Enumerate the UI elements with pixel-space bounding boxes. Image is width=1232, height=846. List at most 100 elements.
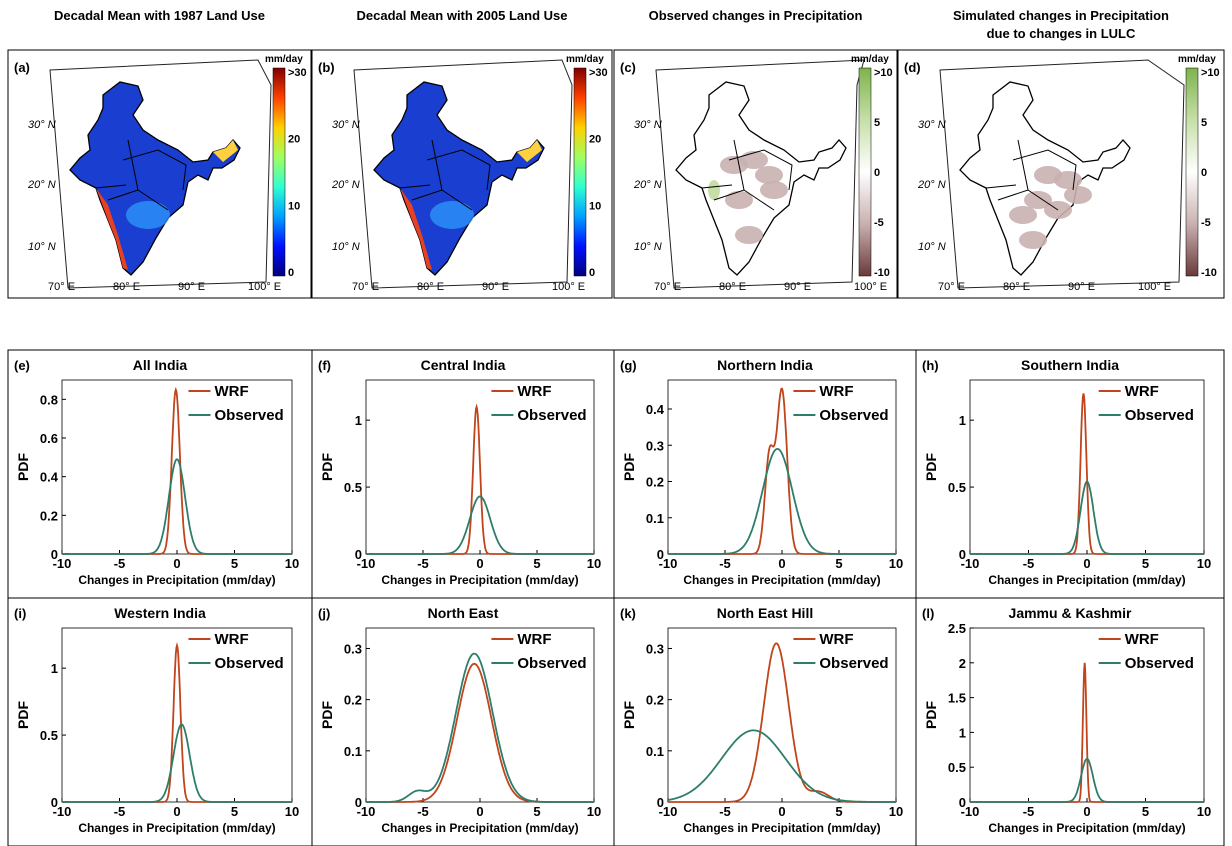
region-boundary <box>733 139 745 191</box>
legend-label: Observed <box>1125 655 1194 672</box>
x-tick-label: 10 <box>1197 804 1211 819</box>
lat-label: 20° N <box>917 179 946 191</box>
y-axis-label: PDF <box>621 701 637 729</box>
colorbar-tick: -10 <box>874 267 890 279</box>
region-boundary <box>701 184 733 189</box>
x-tick-label: 10 <box>889 556 903 571</box>
y-tick-label: 1 <box>51 661 58 676</box>
x-axis-label: Changes in Precipitation (mm/day) <box>78 821 275 835</box>
x-tick-label: 0 <box>476 804 483 819</box>
x-tick-label: 5 <box>835 556 842 571</box>
panel-letter: (c) <box>620 60 636 75</box>
panel-letter: (g) <box>620 358 637 373</box>
y-tick-label: 0.5 <box>948 480 966 495</box>
map-projection-outline <box>49 59 272 289</box>
x-tick-label: -5 <box>1023 804 1035 819</box>
lat-label: 30° N <box>332 119 360 131</box>
lon-label: 90° E <box>178 281 205 293</box>
x-tick-label: 10 <box>587 556 601 571</box>
panel-letter: (d) <box>904 60 921 75</box>
lon-label: 90° E <box>784 281 811 293</box>
panel-letter: (j) <box>318 606 330 621</box>
x-axis-label: Changes in Precipitation (mm/day) <box>988 573 1185 587</box>
panel-frame <box>613 597 917 846</box>
x-tick-label: -10 <box>53 556 72 571</box>
y-tick-label: 0.3 <box>344 641 362 656</box>
lon-label: 80° E <box>417 281 444 293</box>
legend-label: WRF <box>517 631 551 648</box>
panel-frame <box>7 349 313 599</box>
x-tick-label: 10 <box>587 804 601 819</box>
y-tick-label: 0.4 <box>646 402 665 417</box>
colorbar-tick: 10 <box>288 200 300 212</box>
x-tick-label: 0 <box>173 804 180 819</box>
y-tick-label: 1 <box>959 725 966 740</box>
map-projection-outline <box>655 59 865 289</box>
lat-label: 10° N <box>634 241 662 253</box>
panel-frame <box>311 597 615 846</box>
legend-label: Observed <box>819 407 888 424</box>
y-tick-label: 2 <box>959 656 966 671</box>
y-tick-label: 0 <box>51 795 58 810</box>
x-tick-label: -10 <box>961 556 980 571</box>
panel-letter: (i) <box>14 606 26 621</box>
y-axis-label: PDF <box>319 701 335 729</box>
y-tick-label: 0.4 <box>40 470 59 485</box>
x-tick-label: -10 <box>961 804 980 819</box>
region-boundary <box>431 139 443 191</box>
panel-frame <box>311 349 615 599</box>
lat-label: 30° N <box>918 119 946 131</box>
x-tick-label: 0 <box>778 556 785 571</box>
region-boundary <box>127 139 139 191</box>
series-line-observed <box>62 723 292 803</box>
west-coast-high-rain <box>96 188 128 270</box>
panel-letter: (k) <box>620 606 636 621</box>
rain-patch <box>126 201 170 229</box>
x-tick-label: -5 <box>417 804 429 819</box>
pdf-panel: (j) North East -10 -5 0 5 10 0 0.1 0.2 0.3 Changes … <box>311 597 615 846</box>
drying-patch <box>725 191 753 209</box>
chart-title: Western India <box>114 605 206 621</box>
x-tick-label: 5 <box>533 804 540 819</box>
legend-label: WRF <box>819 383 853 400</box>
colorbar-tick: 0 <box>589 267 595 279</box>
colorbar-tick: >10 <box>1201 67 1220 79</box>
lat-label: 30° N <box>28 119 56 131</box>
panel-letter: (f) <box>318 358 331 373</box>
lat-label: 20° N <box>633 179 662 191</box>
y-tick-label: 0.2 <box>646 475 664 490</box>
chart-title: Jammu & Kashmir <box>1009 605 1132 621</box>
map-panel: Observed changes in Precipitation (c) 30° … <box>613 8 898 299</box>
x-tick-label: 5 <box>1142 556 1149 571</box>
colorbar-tick: -5 <box>874 217 884 229</box>
series-line-observed <box>366 652 594 803</box>
x-tick-label: -5 <box>719 556 731 571</box>
lat-label: 20° N <box>331 179 360 191</box>
west-coast-high-rain <box>400 188 432 270</box>
lon-label: 70° E <box>48 281 75 293</box>
drying-patch <box>1064 186 1092 204</box>
y-axis-label: PDF <box>15 453 31 481</box>
legend-label: Observed <box>215 655 284 672</box>
colorbar-unit: mm/day <box>265 54 303 65</box>
y-tick-label: 0 <box>51 547 58 562</box>
pdf-panel: (f) Central India -10 -5 0 5 10 0 0.5 1 Changes in… <box>311 349 615 599</box>
y-tick-label: 0 <box>959 547 966 562</box>
chart-title: Central India <box>421 357 506 373</box>
x-tick-label: -10 <box>357 556 376 571</box>
map-title: Simulated changes in Precipitation <box>953 8 1169 23</box>
x-tick-label: 10 <box>285 556 299 571</box>
x-tick-label: -10 <box>659 556 678 571</box>
northeast-high-rain <box>517 140 542 162</box>
x-tick-label: 0 <box>476 556 483 571</box>
y-tick-label: 0.1 <box>344 744 362 759</box>
colorbar-tick: >10 <box>874 67 893 79</box>
x-tick-label: 10 <box>889 804 903 819</box>
y-axis-label: PDF <box>621 453 637 481</box>
region-boundary <box>985 184 1017 189</box>
wetting-patch <box>708 180 720 200</box>
colorbar <box>272 67 286 277</box>
region-boundary <box>95 184 127 189</box>
y-tick-label: 0.2 <box>40 508 58 523</box>
lon-label: 100° E <box>1138 281 1171 293</box>
